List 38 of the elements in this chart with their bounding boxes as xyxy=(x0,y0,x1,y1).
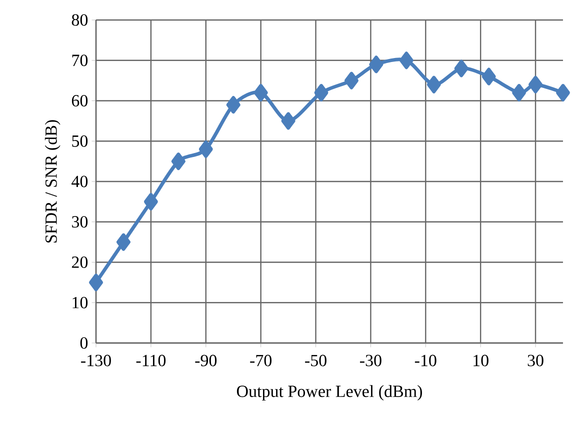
x-tick-label: 30 xyxy=(528,354,544,366)
y-tick-label: 0 xyxy=(80,337,88,349)
x-tick-label: 10 xyxy=(474,354,488,366)
x-tick-label: -130 xyxy=(81,354,111,366)
point xyxy=(254,84,268,102)
y-tick-label: 80 xyxy=(72,14,88,26)
point xyxy=(344,72,358,90)
y-tick-label: 50 xyxy=(72,135,88,147)
y-tick-label: 30 xyxy=(72,216,88,228)
point xyxy=(116,233,130,251)
y-tick-label: 40 xyxy=(72,176,88,188)
point xyxy=(426,76,441,94)
point xyxy=(89,274,104,292)
point xyxy=(454,60,468,78)
y-tick-label: 10 xyxy=(72,296,88,308)
point xyxy=(171,152,186,170)
x-tick-label: -10 xyxy=(414,354,436,366)
x-tick-label: -90 xyxy=(195,354,217,366)
point xyxy=(144,192,158,210)
point xyxy=(198,140,213,158)
y-tick-label: 20 xyxy=(72,256,88,268)
point xyxy=(556,84,570,102)
x-axis-title: Output Power Level (dBm) xyxy=(236,385,422,401)
point xyxy=(314,84,328,102)
y-axis-title: SFDR / SNR (dB) xyxy=(44,120,60,242)
x-tick-label: -110 xyxy=(136,354,166,366)
point xyxy=(512,84,526,102)
y-tick-label: 60 xyxy=(72,95,88,106)
point xyxy=(369,56,384,74)
point xyxy=(399,52,414,70)
x-tick-label: -50 xyxy=(305,354,326,366)
x-tick-label: -30 xyxy=(360,354,382,366)
point xyxy=(281,112,296,130)
point xyxy=(226,96,240,114)
point xyxy=(482,68,496,86)
point xyxy=(528,76,543,94)
y-tick-label: 70 xyxy=(72,54,88,66)
x-tick-label: -70 xyxy=(250,354,272,366)
